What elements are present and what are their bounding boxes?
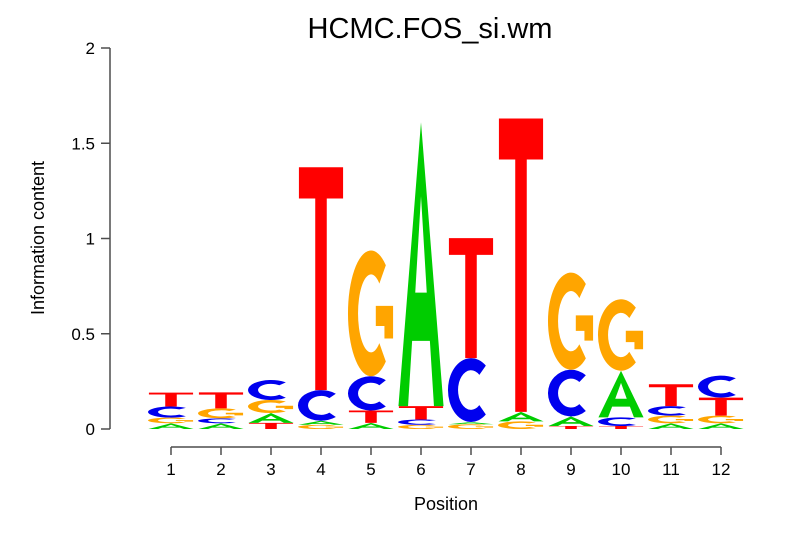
logo-letter-A: [348, 422, 394, 429]
logo-letter-T: [198, 392, 244, 409]
logo-letter-T: [548, 425, 594, 429]
logo-letter-stacks: [147, 118, 744, 429]
logo-letter-A: [548, 416, 594, 426]
x-tick-label: 9: [566, 460, 575, 479]
logo-letter-A: [398, 122, 444, 407]
logo-letter-G: [497, 421, 544, 429]
logo-letter-G: [447, 424, 494, 429]
logo-position-2: [197, 392, 244, 429]
logo-letter-C: [247, 380, 286, 401]
logo-letter-G: [197, 408, 244, 419]
logo-letter-C: [147, 406, 186, 418]
logo-letter-A: [148, 423, 194, 429]
y-tick-label: 0.5: [71, 325, 95, 344]
x-tick-label: 5: [366, 460, 375, 479]
x-tick-label: 2: [216, 460, 225, 479]
x-tick-label: 7: [466, 460, 475, 479]
logo-position-3: [247, 380, 294, 429]
y-tick-label: 2: [86, 39, 95, 58]
logo-letter-C: [447, 358, 486, 422]
logo-position-8: [497, 118, 544, 429]
logo-letter-C: [197, 418, 236, 424]
logo-position-6: [397, 122, 444, 429]
logo-letter-C: [547, 369, 586, 417]
x-tick-label: 11: [662, 460, 680, 479]
logo-letter-T: [448, 238, 494, 359]
logo-position-1: [147, 392, 194, 429]
x-axis-title: Position: [414, 494, 478, 514]
logo-letter-G: [297, 424, 344, 429]
x-tick-label: 12: [712, 460, 731, 479]
logo-letter-A: [248, 412, 294, 423]
logo-letter-C: [597, 417, 636, 426]
x-axis: 1 2 3 4 5 6 7 8 9 10 11 12: [166, 446, 731, 479]
logo-letter-G: [397, 424, 444, 429]
logo-letter-T: [248, 422, 294, 429]
logo-letter-T: [498, 118, 544, 412]
logo-letter-A: [448, 421, 494, 425]
logo-position-10: [597, 299, 644, 429]
logo-letter-C: [647, 406, 686, 416]
logo-letter-A: [498, 411, 544, 422]
logo-position-11: [647, 384, 694, 429]
logo-letter-G: [647, 415, 694, 424]
logo-letter-A: [698, 423, 744, 429]
logo-letter-T: [298, 167, 344, 391]
logo-letter-A: [598, 370, 644, 418]
logo-letter-T: [598, 425, 644, 429]
y-tick-label: 1: [86, 230, 95, 249]
y-axis: 0 0.5 1 1.5 2: [71, 39, 111, 439]
logo-letter-C: [347, 376, 386, 411]
logo-letter-A: [298, 420, 344, 425]
y-axis-title: Information content: [28, 161, 48, 315]
y-tick-label: 1.5: [71, 134, 95, 153]
logo-letter-G: [697, 415, 744, 424]
logo-letter-T: [648, 384, 694, 407]
logo-letter-G: [597, 299, 644, 371]
logo-letter-C: [297, 390, 336, 421]
logo-letter-A: [198, 423, 244, 429]
logo-position-5: [347, 250, 394, 429]
logo-letter-A: [648, 423, 694, 429]
logo-letter-T: [348, 410, 394, 423]
logo-letter-T: [698, 397, 744, 416]
y-tick-label: 0: [86, 420, 95, 439]
logo-position-4: [297, 167, 344, 429]
logo-letter-C: [397, 419, 436, 425]
x-tick-label: 10: [612, 460, 631, 479]
x-tick-label: 3: [266, 460, 275, 479]
x-tick-label: 6: [416, 460, 425, 479]
x-tick-label: 1: [166, 460, 175, 479]
logo-letter-G: [547, 272, 594, 370]
x-tick-label: 8: [516, 460, 525, 479]
logo-position-7: [447, 238, 494, 429]
logo-position-12: [697, 375, 744, 429]
chart-title: HCMC.FOS_si.wm: [308, 13, 553, 45]
x-tick-label: 4: [316, 460, 325, 479]
logo-letter-C: [697, 375, 736, 398]
logo-letter-T: [148, 392, 194, 407]
logo-letter-G: [347, 250, 394, 377]
logo-letter-T: [398, 406, 444, 420]
logo-letter-G: [247, 400, 294, 413]
logo-letter-G: [147, 417, 194, 424]
logo-position-9: [547, 272, 594, 429]
